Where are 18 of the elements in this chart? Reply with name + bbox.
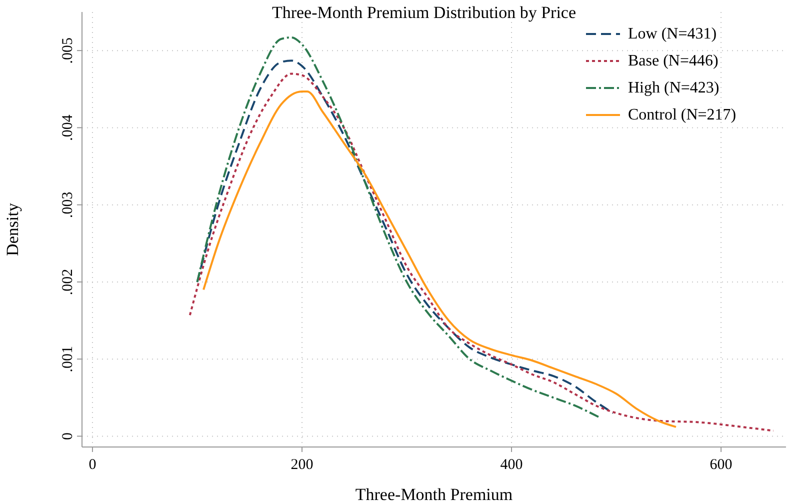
x-tick-label: 200 [290, 457, 314, 473]
y-tick-label: 0 [60, 432, 76, 440]
y-axis-title: Density [3, 202, 22, 256]
y-tick-label: .004 [60, 114, 76, 141]
x-tick-label: 600 [710, 457, 732, 473]
legend-label: High (N=423) [628, 80, 720, 96]
y-tick-label: .003 [60, 192, 76, 218]
y-tick-label: .005 [60, 37, 76, 64]
chart-title: Three-Month Premium Distribution by Price [272, 3, 576, 22]
y-tick-label: .001 [60, 346, 76, 372]
line-series [188, 72, 774, 432]
legend-label: Low (N=431) [628, 26, 717, 42]
legend-label: Control (N=217) [628, 106, 736, 124]
legend-label: Base (N=446) [628, 52, 718, 70]
x-tick-label: 400 [500, 457, 523, 473]
x-tick-label: 0 [88, 457, 96, 473]
x-axis-title: Three-Month Premium [355, 485, 513, 504]
y-tick-label: .002 [60, 268, 76, 296]
